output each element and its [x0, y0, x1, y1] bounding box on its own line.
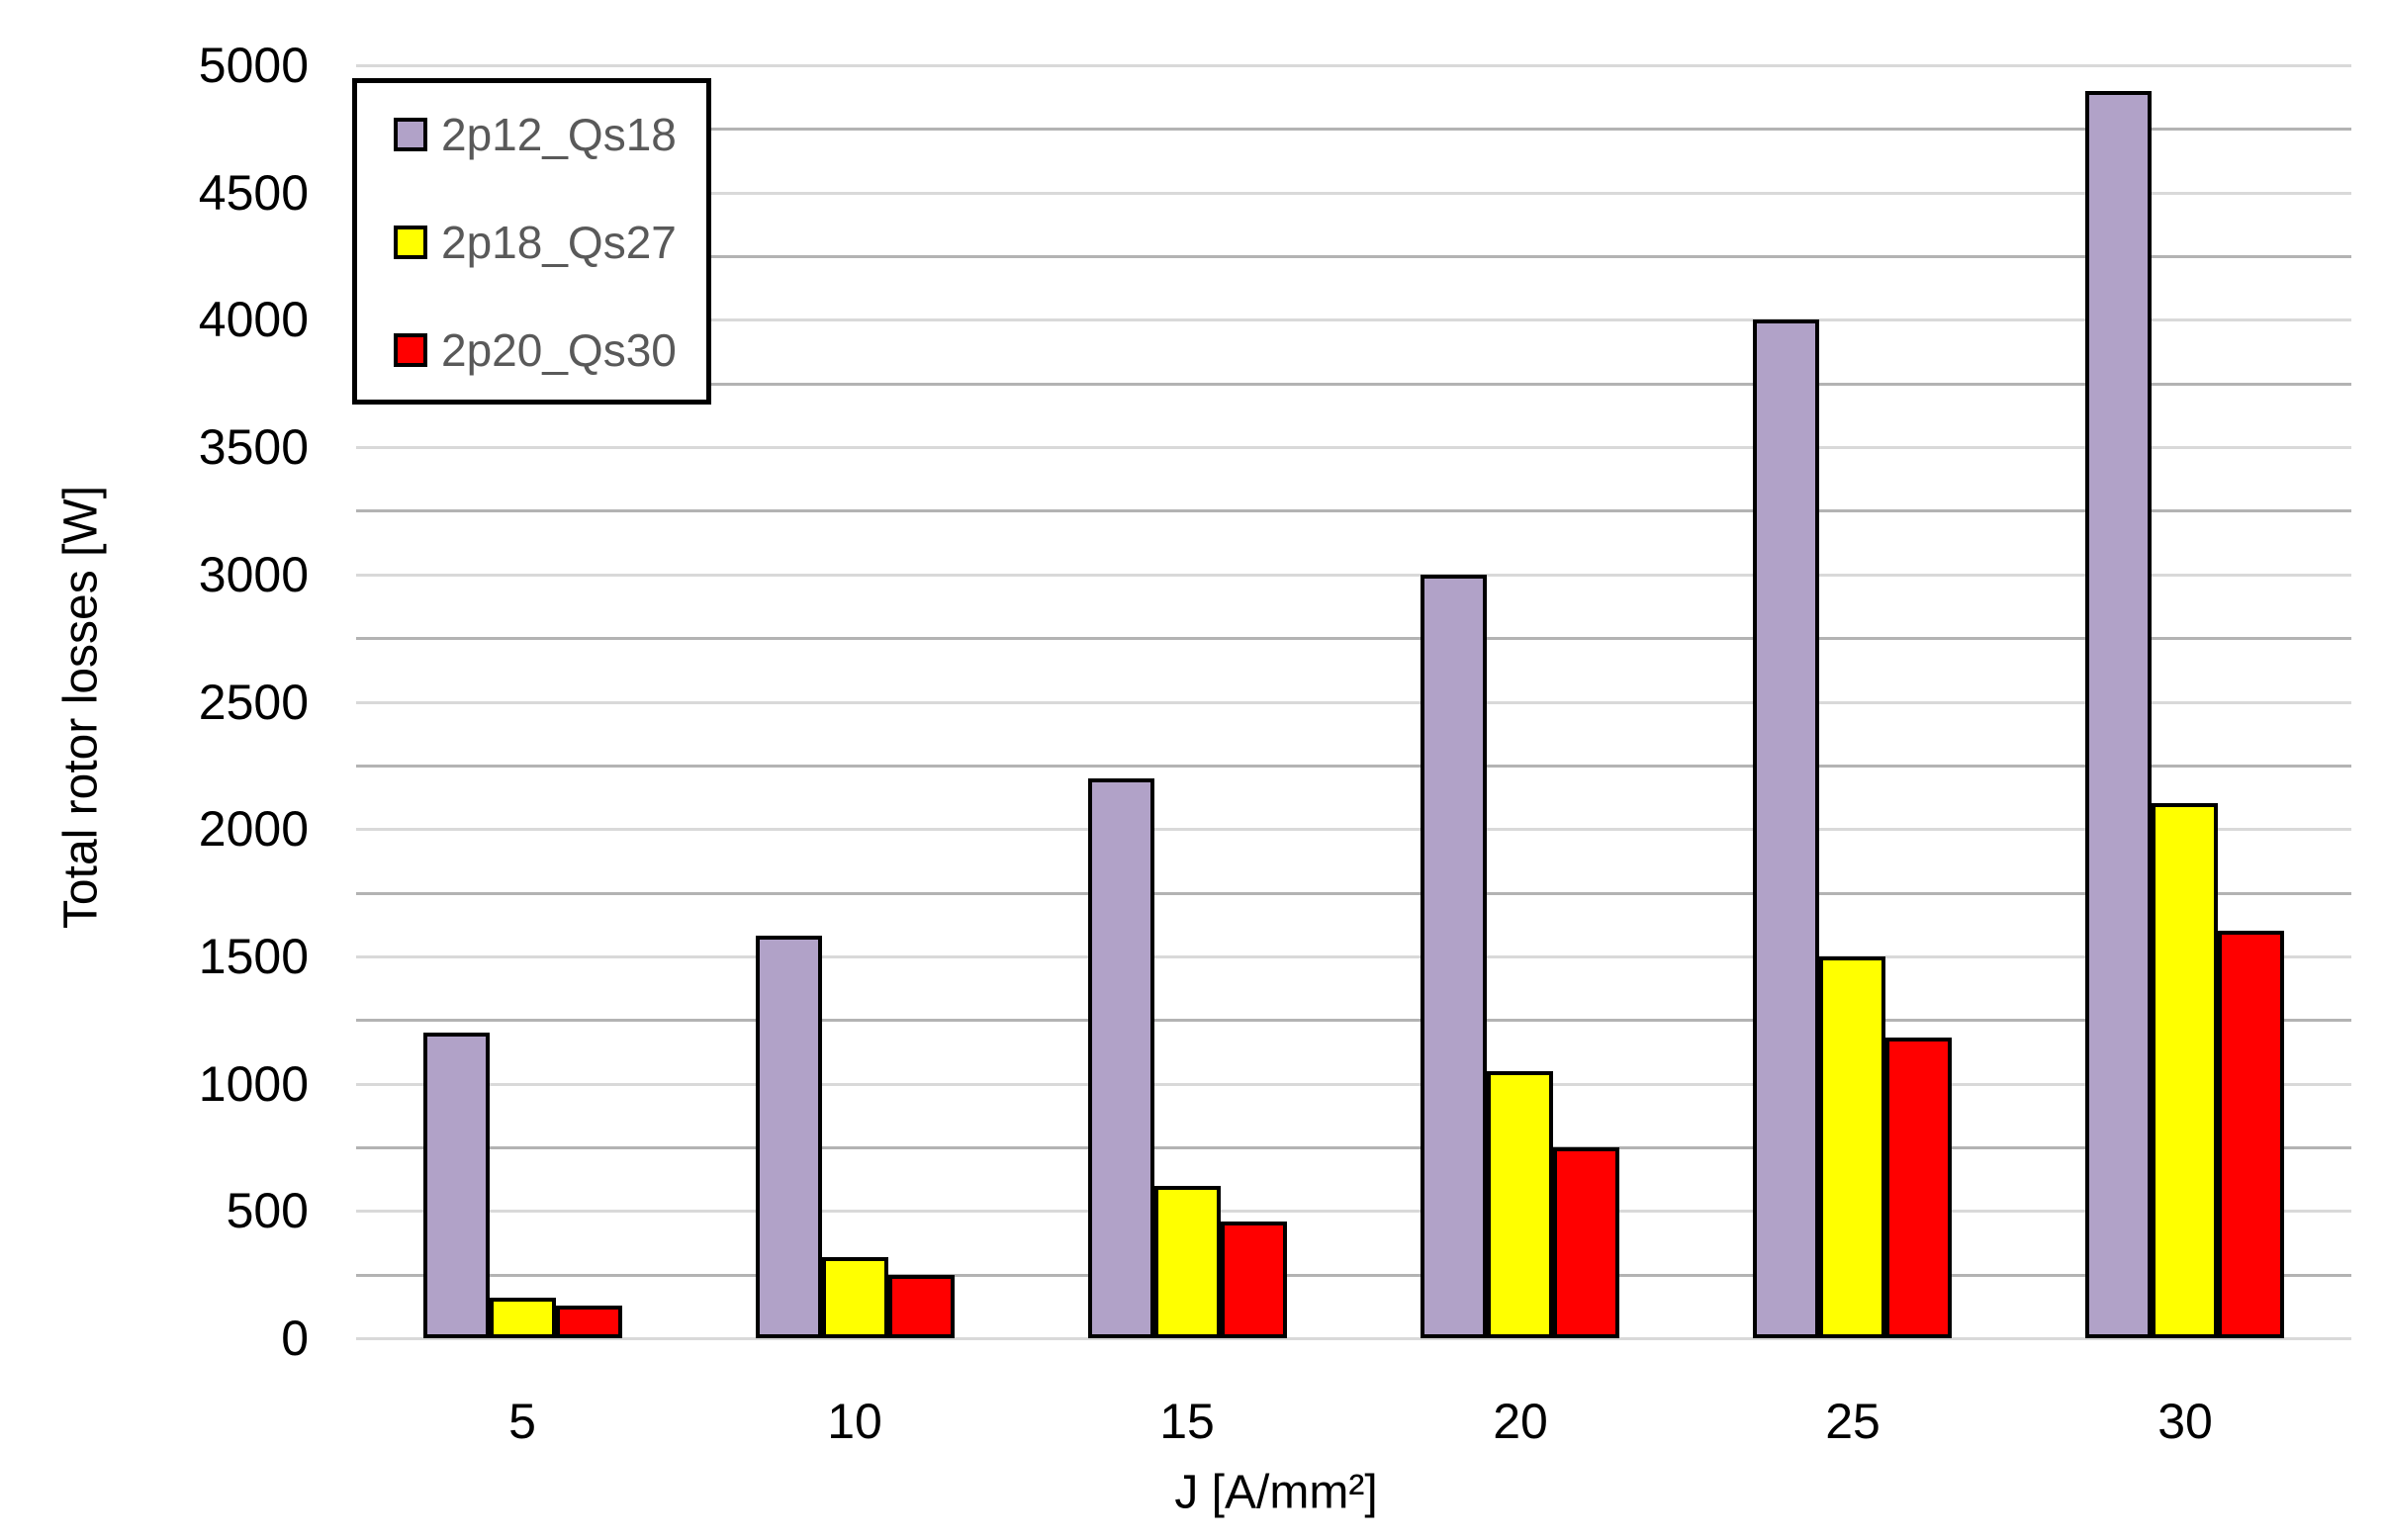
bar-2p12_Qs18-J25	[1753, 319, 1819, 1338]
legend-label: 2p12_Qs18	[441, 109, 677, 160]
major-gridline	[356, 955, 2351, 958]
legend-swatch-red	[394, 333, 427, 367]
bar-2p20_Qs30-J30	[2218, 931, 2284, 1338]
bar-2p20_Qs30-J15	[1221, 1222, 1287, 1338]
y-tick-label-1000: 1000	[198, 1056, 309, 1112]
legend-item: 2p18_Qs27	[394, 220, 706, 265]
x-tick-label-25: 25	[1825, 1394, 1880, 1449]
bar-2p18_Qs27-J20	[1487, 1071, 1553, 1338]
bar-2p12_Qs18-J30	[2085, 91, 2152, 1338]
x-tick-label-20: 20	[1493, 1394, 1548, 1449]
major-gridline	[356, 446, 2351, 449]
y-tick-label-4500: 4500	[198, 165, 309, 221]
y-tick-label-2000: 2000	[198, 801, 309, 857]
legend-label: 2p18_Qs27	[441, 217, 677, 268]
y-axis-title: Total rotor losses [W]	[54, 485, 108, 930]
legend-swatch-purple	[394, 118, 427, 151]
bar-2p20_Qs30-J10	[888, 1275, 955, 1338]
x-axis-title: J [A/mm²]	[1174, 1466, 1378, 1519]
legend-item: 2p20_Qs30	[394, 327, 706, 373]
major-gridline	[356, 1083, 2351, 1086]
y-tick-label-3000: 3000	[198, 547, 309, 602]
y-tick-label-500: 500	[226, 1183, 309, 1238]
y-tick-label-4000: 4000	[198, 292, 309, 347]
y-tick-label-0: 0	[281, 1311, 309, 1366]
bar-2p18_Qs27-J30	[2152, 803, 2218, 1338]
y-tick-label-2500: 2500	[198, 675, 309, 730]
bar-2p20_Qs30-J20	[1553, 1147, 1619, 1338]
bar-2p12_Qs18-J20	[1421, 575, 1487, 1338]
major-gridline	[356, 1210, 2351, 1213]
bar-2p12_Qs18-J10	[756, 936, 822, 1338]
bar-2p18_Qs27-J5	[490, 1298, 556, 1338]
y-tick-label-1500: 1500	[198, 929, 309, 984]
major-gridline	[356, 701, 2351, 704]
legend-swatch-yellow	[394, 226, 427, 259]
legend: 2p12_Qs18 2p18_Qs27 2p20_Qs30	[352, 78, 711, 405]
bar-2p12_Qs18-J5	[423, 1033, 490, 1338]
x-tick-label-30: 30	[2157, 1394, 2213, 1449]
major-gridline	[356, 192, 2351, 195]
major-gridline	[356, 1337, 2351, 1340]
legend-item: 2p12_Qs18	[394, 112, 706, 157]
minor-gridline	[356, 128, 2351, 131]
x-tick-label-5: 5	[508, 1394, 536, 1449]
minor-gridline	[356, 383, 2351, 386]
bar-2p18_Qs27-J25	[1819, 956, 1885, 1338]
major-gridline	[356, 64, 2351, 67]
y-tick-label-3500: 3500	[198, 419, 309, 475]
minor-gridline	[356, 1274, 2351, 1277]
minor-gridline	[356, 1019, 2351, 1022]
bar-2p20_Qs30-J5	[556, 1306, 622, 1338]
minor-gridline	[356, 892, 2351, 895]
y-tick-label-5000: 5000	[198, 38, 309, 93]
minor-gridline	[356, 765, 2351, 768]
major-gridline	[356, 318, 2351, 321]
x-tick-label-15: 15	[1159, 1394, 1215, 1449]
bar-2p12_Qs18-J15	[1088, 778, 1154, 1338]
bar-2p20_Qs30-J25	[1885, 1038, 1952, 1338]
minor-gridline	[356, 637, 2351, 640]
major-gridline	[356, 574, 2351, 577]
bar-2p18_Qs27-J15	[1154, 1186, 1221, 1338]
legend-label: 2p20_Qs30	[441, 324, 677, 376]
minor-gridline	[356, 1146, 2351, 1149]
major-gridline	[356, 828, 2351, 831]
x-tick-label-10: 10	[827, 1394, 882, 1449]
minor-gridline	[356, 255, 2351, 258]
bar-2p18_Qs27-J10	[822, 1257, 888, 1338]
minor-gridline	[356, 509, 2351, 512]
